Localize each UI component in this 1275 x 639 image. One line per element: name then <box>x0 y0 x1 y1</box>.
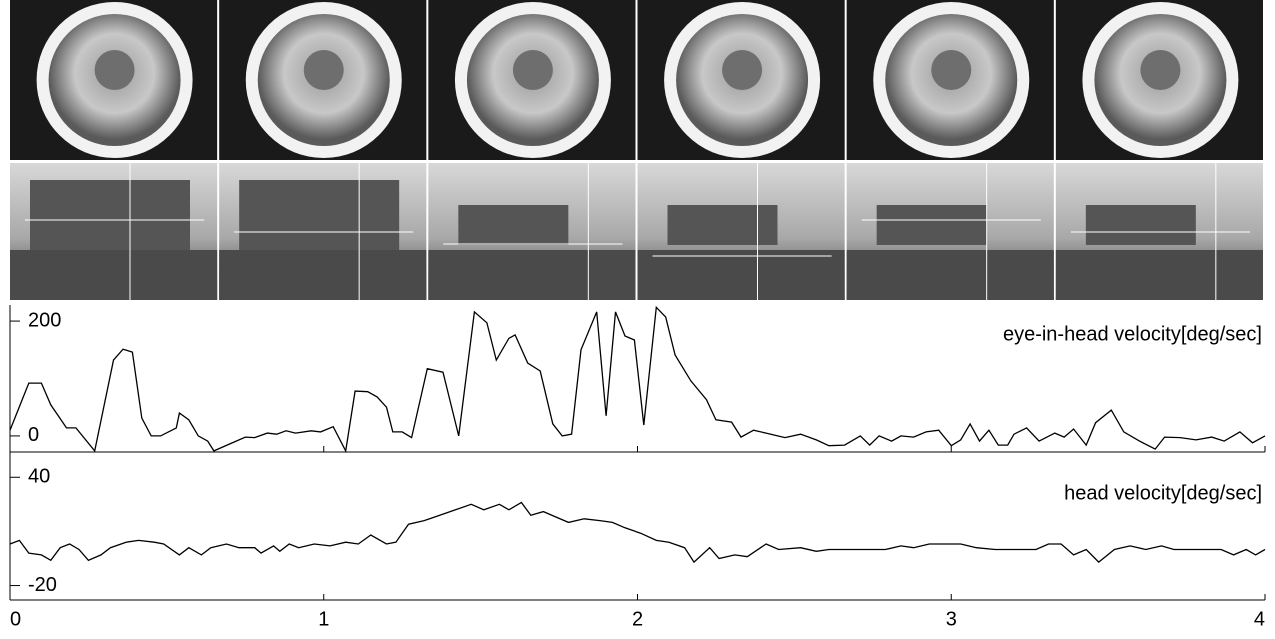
y-tick-label: 200 <box>28 309 61 331</box>
ground <box>428 250 635 300</box>
plots: 0 200 eye-in-head velocity[deg/sec] 40 -20 0 1… <box>10 305 1265 630</box>
eye-lens <box>95 50 135 90</box>
y-tick-label: -20 <box>28 574 57 596</box>
x-tick-label: 1 <box>318 608 329 630</box>
figure: 0 200 eye-in-head velocity[deg/sec] 40 -20 0 1… <box>0 0 1275 634</box>
ground <box>219 250 426 300</box>
x-tick-label: 2 <box>632 608 643 630</box>
building <box>877 205 987 245</box>
eye-lens <box>513 50 553 90</box>
ground <box>847 250 1054 300</box>
eye-lens <box>722 50 762 90</box>
x-tick-label: 3 <box>946 608 957 630</box>
video-frames <box>10 0 1263 300</box>
ground <box>1056 250 1263 300</box>
ground <box>10 250 217 300</box>
y-tick-label: 40 <box>28 466 50 488</box>
line-series <box>10 503 1265 563</box>
y-tick-label: 0 <box>28 424 39 446</box>
building <box>668 205 778 245</box>
page: {"chart_data": [ {"type": "line", "label… <box>0 0 1275 634</box>
building <box>1086 205 1196 245</box>
building <box>458 205 568 245</box>
eye-lens <box>1140 50 1180 90</box>
series-label: eye-in-head velocity[deg/sec] <box>1003 323 1262 345</box>
eye-lens <box>931 50 971 90</box>
ground <box>638 250 845 300</box>
eye-lens <box>304 50 344 90</box>
x-tick-label: 0 <box>10 608 21 630</box>
x-tick-label: 4 <box>1254 608 1265 630</box>
series-label: head velocity[deg/sec] <box>1064 482 1262 504</box>
